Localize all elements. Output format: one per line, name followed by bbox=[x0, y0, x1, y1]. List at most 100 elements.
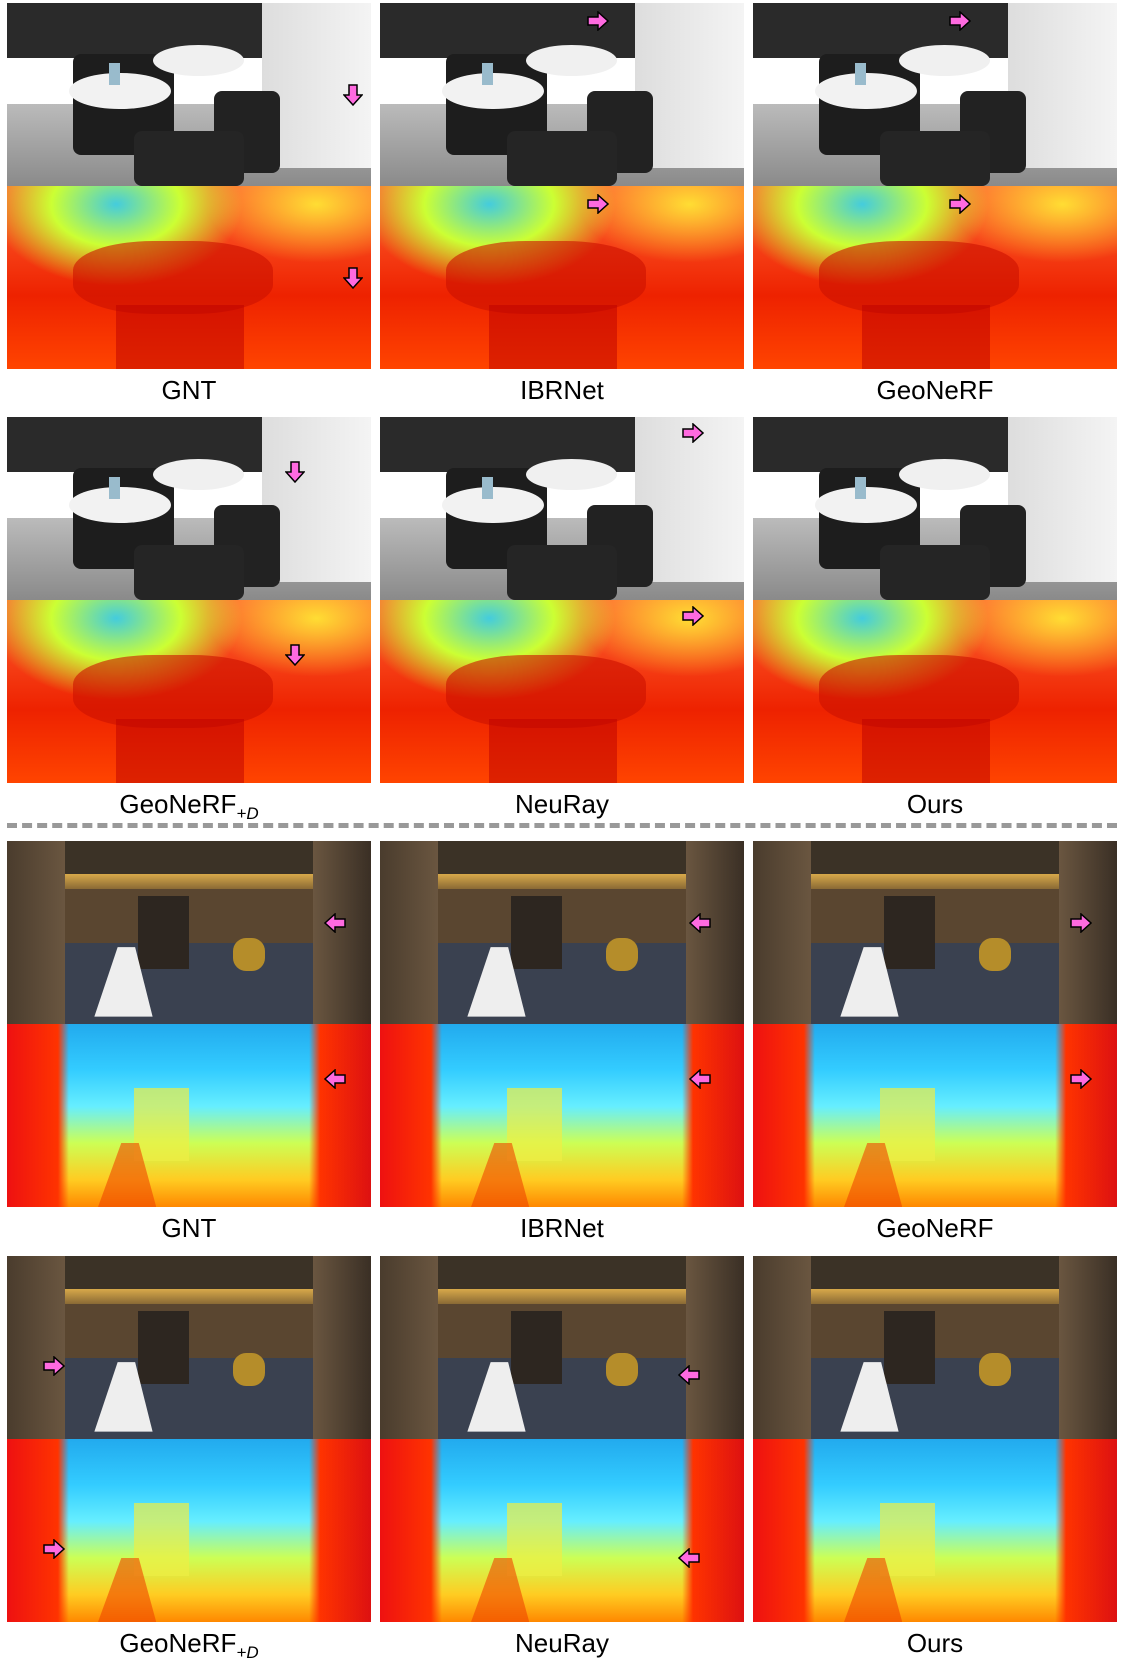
rendered-image bbox=[7, 841, 371, 1024]
arrow-marker bbox=[1070, 1069, 1092, 1089]
scene-shape bbox=[511, 896, 562, 969]
depth-map bbox=[753, 186, 1117, 369]
scene-shape bbox=[7, 1256, 65, 1439]
arrow-icon bbox=[587, 194, 609, 214]
scene-shape bbox=[442, 487, 544, 524]
arrow-marker bbox=[678, 1548, 700, 1568]
rendered-image bbox=[7, 1256, 371, 1439]
scene-shape bbox=[507, 545, 616, 600]
scene-shape bbox=[482, 63, 493, 85]
scene-shape bbox=[526, 45, 617, 76]
arrow-icon bbox=[1070, 1069, 1092, 1089]
scene-shape bbox=[435, 889, 690, 944]
scene-shape bbox=[884, 896, 935, 969]
depth-shape bbox=[862, 719, 989, 783]
scene-shape bbox=[134, 131, 243, 186]
arrow-icon bbox=[285, 644, 305, 666]
arrow-marker bbox=[689, 1069, 711, 1089]
arrow-icon bbox=[678, 1548, 700, 1568]
method-name: IBRNet bbox=[520, 375, 604, 405]
arrow-marker bbox=[43, 1539, 65, 1559]
scene-shape bbox=[899, 459, 990, 490]
depth-shape bbox=[862, 305, 989, 369]
arrow-icon bbox=[43, 1356, 65, 1376]
scene-shape bbox=[482, 477, 493, 499]
arrow-icon bbox=[43, 1539, 65, 1559]
scene-shape bbox=[855, 477, 866, 499]
scene-shape bbox=[797, 943, 1081, 1024]
rendered-image bbox=[380, 841, 744, 1024]
scene-shape bbox=[62, 889, 317, 944]
scene-shape bbox=[880, 545, 989, 600]
depth-shape bbox=[446, 241, 646, 314]
arrow-icon bbox=[682, 423, 704, 443]
method-name: GeoNeRF bbox=[876, 1213, 993, 1243]
arrow-icon bbox=[682, 606, 704, 626]
arrow-icon bbox=[343, 84, 363, 106]
scene-shape bbox=[797, 1358, 1081, 1439]
arrow-marker bbox=[324, 913, 346, 933]
arrow-marker bbox=[324, 1069, 346, 1089]
method-label: GeoNeRF bbox=[753, 1213, 1117, 1243]
method-label: GeoNeRF+D bbox=[7, 1628, 371, 1668]
depth-shape bbox=[134, 1088, 189, 1161]
rendered-image bbox=[7, 417, 371, 600]
method-label: NeuRay bbox=[380, 1628, 744, 1658]
scene-shape bbox=[134, 545, 243, 600]
arrow-marker bbox=[343, 267, 363, 289]
scene-shape bbox=[313, 1256, 371, 1439]
depth-shape bbox=[507, 1503, 562, 1576]
method-subscript: +D bbox=[236, 804, 258, 823]
method-name: GNT bbox=[162, 375, 217, 405]
rendered-image bbox=[753, 1256, 1117, 1439]
method-label: IBRNet bbox=[380, 1213, 744, 1243]
arrow-icon bbox=[949, 11, 971, 31]
scene-shape bbox=[808, 1304, 1063, 1359]
depth-shape bbox=[73, 241, 273, 314]
scene-shape bbox=[233, 938, 266, 971]
depth-map bbox=[380, 1439, 744, 1622]
scene-shape bbox=[1059, 1256, 1117, 1439]
rendered-image bbox=[753, 3, 1117, 186]
arrow-marker bbox=[678, 1365, 700, 1385]
scene-shape bbox=[808, 874, 1063, 889]
scene-shape bbox=[511, 1311, 562, 1384]
scene-shape bbox=[435, 1304, 690, 1359]
scene-shape bbox=[153, 459, 244, 490]
scene-shape bbox=[606, 1353, 639, 1386]
method-name: GNT bbox=[162, 1213, 217, 1243]
scene-shape bbox=[526, 459, 617, 490]
arrow-marker bbox=[587, 194, 609, 214]
arrow-icon bbox=[285, 461, 305, 483]
scene-shape bbox=[62, 1289, 317, 1304]
depth-shape bbox=[489, 719, 616, 783]
figure: (() => { const data = JSON.parse(documen… bbox=[0, 0, 1122, 1669]
scene-shape bbox=[979, 938, 1012, 971]
depth-shape bbox=[880, 1088, 935, 1161]
depth-shape bbox=[819, 241, 1019, 314]
depth-map bbox=[380, 186, 744, 369]
rendered-image bbox=[380, 1256, 744, 1439]
scene-shape bbox=[880, 131, 989, 186]
arrow-icon bbox=[689, 1069, 711, 1089]
rendered-image bbox=[380, 417, 744, 600]
depth-shape bbox=[116, 719, 243, 783]
arrow-icon bbox=[587, 11, 609, 31]
scene-shape bbox=[109, 63, 120, 85]
method-label: GNT bbox=[7, 375, 371, 405]
rendered-image bbox=[380, 3, 744, 186]
scene-shape bbox=[855, 63, 866, 85]
scene-shape bbox=[380, 1256, 438, 1439]
scene-shape bbox=[815, 487, 917, 524]
method-label: IBRNet bbox=[380, 375, 744, 405]
scene-shape bbox=[435, 874, 690, 889]
scene-shape bbox=[51, 1358, 335, 1439]
depth-map bbox=[380, 600, 744, 783]
scene-shape bbox=[380, 841, 438, 1024]
method-label: NeuRay bbox=[380, 789, 744, 819]
scene-shape bbox=[69, 73, 171, 110]
scene-shape bbox=[69, 487, 171, 524]
depth-shape bbox=[489, 305, 616, 369]
arrow-icon bbox=[343, 267, 363, 289]
scene-shape bbox=[606, 938, 639, 971]
